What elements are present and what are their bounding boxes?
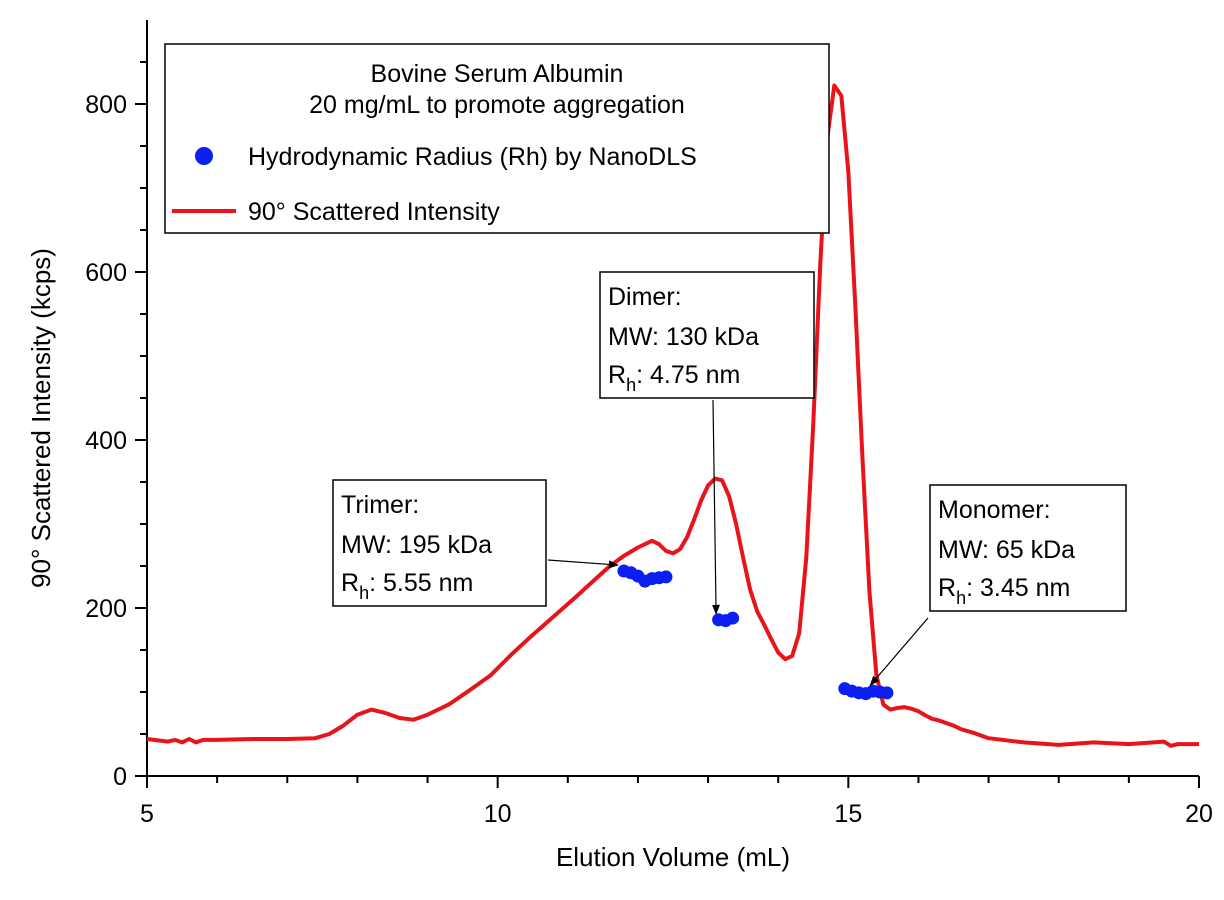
x-tick-label: 5 <box>140 800 154 828</box>
annotation-rh: Rh: 3.45 nm <box>938 574 1070 608</box>
y-tick-label: 600 <box>85 259 127 287</box>
rh-value: : 3.45 nm <box>966 574 1070 602</box>
y-tick-label: 800 <box>85 91 127 119</box>
annotation-title: Dimer: <box>608 283 682 311</box>
legend: Bovine Serum Albumin 20 mg/mL to promote … <box>164 43 830 234</box>
rh-subscript: h <box>956 588 966 608</box>
legend-entry-intensity: 90° Scattered Intensity <box>248 198 500 226</box>
rh-value: : 4.75 nm <box>636 361 740 389</box>
x-axis-title: Elution Volume (mL) <box>556 842 790 872</box>
annotation-mw: MW: 130 kDa <box>608 323 759 351</box>
annotation-rh: Rh: 4.75 nm <box>608 361 740 395</box>
annotation-box <box>332 479 547 607</box>
legend-entry-rh: Hydrodynamic Radius (Rh) by NanoDLS <box>248 143 697 171</box>
annotation-arrow <box>711 399 720 615</box>
scattered-intensity-line <box>146 83 1199 748</box>
rh-subscript: h <box>359 583 369 603</box>
rh-symbol: R <box>608 361 626 389</box>
annotation-title: Monomer: <box>938 496 1051 524</box>
rh-data-point <box>880 686 894 700</box>
rh-subscript: h <box>626 375 636 395</box>
x-tick-label: 20 <box>1185 800 1213 828</box>
annotation-monomer: Monomer: MW: 65 kDa Rh: 3.45 nm <box>869 484 1127 686</box>
legend-title: Bovine Serum Albumin <box>371 60 624 88</box>
annotation-dimer: Dimer: MW: 130 kDa Rh: 4.75 nm <box>599 271 815 615</box>
annotation-rh: Rh: 5.55 nm <box>341 569 473 603</box>
x-tick-label: 15 <box>834 800 862 828</box>
y-axis-title: 90° Scattered Intensity (kcps) <box>26 248 56 588</box>
annotation-title: Trimer: <box>341 491 419 519</box>
legend-subtitle: 20 mg/mL to promote aggregation <box>309 91 685 119</box>
legend-dot-marker <box>195 147 213 165</box>
annotation-arrow <box>547 559 619 569</box>
y-tick-label: 400 <box>85 427 127 455</box>
y-tick-label: 200 <box>85 595 127 623</box>
legend-box <box>164 43 830 234</box>
annotation-mw: MW: 65 kDa <box>938 536 1075 564</box>
rh-symbol: R <box>341 569 359 597</box>
annotation-trimer: Trimer: MW: 195 kDa Rh: 5.55 nm <box>332 479 619 607</box>
series-layer <box>146 83 1199 748</box>
annotation-box <box>929 484 1127 612</box>
rh-value: : 5.55 nm <box>369 569 473 597</box>
annotation-mw: MW: 195 kDa <box>341 531 492 559</box>
annotation-box <box>599 271 815 399</box>
y-tick-label: 0 <box>113 763 127 791</box>
rh-data-point <box>659 570 673 584</box>
rh-symbol: R <box>938 574 956 602</box>
x-tick-label: 10 <box>484 800 512 828</box>
annotation-arrow <box>869 617 929 686</box>
rh-data-point <box>726 611 740 625</box>
